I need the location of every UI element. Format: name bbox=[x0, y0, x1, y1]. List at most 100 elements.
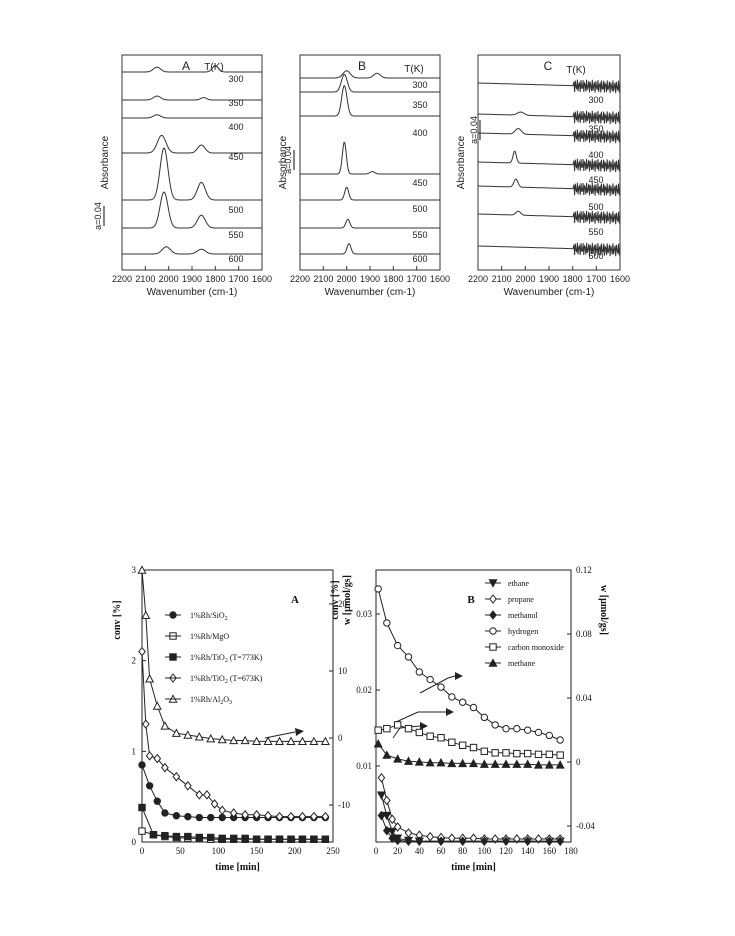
legend-label: ethane bbox=[508, 579, 529, 588]
data-point bbox=[404, 724, 413, 733]
axis-arrow-head bbox=[420, 722, 428, 730]
y-tick-label: 0.02 bbox=[356, 685, 372, 695]
data-point bbox=[501, 759, 511, 768]
data-point bbox=[393, 721, 402, 729]
data-point bbox=[195, 833, 204, 842]
data-point bbox=[298, 811, 307, 822]
panel-label: C bbox=[544, 59, 553, 73]
data-point bbox=[458, 698, 467, 706]
data-point bbox=[374, 726, 382, 734]
data-point bbox=[161, 762, 169, 773]
data-point bbox=[383, 724, 391, 733]
data-point bbox=[469, 833, 478, 844]
x-tick-label: 1900 bbox=[360, 274, 380, 284]
data-point bbox=[138, 646, 146, 657]
data-point bbox=[404, 653, 413, 661]
spectrum-line bbox=[122, 65, 262, 73]
legend-label: methane bbox=[508, 659, 536, 668]
data-point bbox=[491, 749, 499, 757]
x-tick-label: 2000 bbox=[337, 274, 357, 284]
data-point bbox=[545, 836, 554, 847]
x-tick-label: 2100 bbox=[492, 274, 512, 284]
data-point bbox=[383, 619, 391, 627]
data-point bbox=[415, 668, 424, 676]
data-point bbox=[195, 790, 204, 800]
data-point bbox=[229, 834, 238, 843]
y-tick-label: 0.01 bbox=[356, 761, 372, 771]
data-point bbox=[393, 835, 402, 846]
legend-label: 1%Rh/Al2O3 bbox=[190, 695, 232, 706]
x-tick-label: 20 bbox=[393, 846, 403, 856]
data-point bbox=[393, 641, 402, 650]
temperature-label: 450 bbox=[228, 152, 243, 162]
legend-label: carbon monoxide bbox=[508, 643, 564, 652]
data-point bbox=[287, 811, 295, 822]
x-tick-label: 2000 bbox=[515, 274, 535, 284]
legend-label: hydrogen bbox=[508, 627, 538, 636]
data-point bbox=[137, 565, 147, 574]
data-point bbox=[229, 735, 239, 745]
data-point bbox=[545, 731, 554, 740]
data-point bbox=[310, 835, 318, 843]
axis-arrow-head bbox=[455, 672, 463, 680]
data-point bbox=[141, 610, 151, 620]
y-axis-label: Absorbance bbox=[456, 135, 467, 189]
x-tick-label: 150 bbox=[250, 846, 264, 856]
data-point bbox=[512, 759, 522, 768]
data-point bbox=[195, 813, 204, 822]
temperature-label: 300 bbox=[412, 80, 427, 90]
data-point bbox=[160, 721, 170, 730]
data-point bbox=[171, 728, 181, 737]
spectrum-line bbox=[122, 134, 262, 154]
plot-frame bbox=[141, 569, 334, 843]
y-tick-label: 3 bbox=[132, 565, 137, 575]
panel-label: A bbox=[182, 59, 190, 73]
x-tick-label: 140 bbox=[521, 846, 535, 856]
y-tick-label: 1 bbox=[132, 746, 137, 756]
y2-tick-label: -10 bbox=[338, 800, 350, 810]
data-point bbox=[149, 831, 158, 839]
temperature-label: 450 bbox=[412, 178, 427, 188]
data-point bbox=[263, 736, 273, 746]
data-point bbox=[523, 726, 532, 734]
data-point bbox=[480, 747, 489, 756]
x-tick-label: 40 bbox=[415, 846, 425, 856]
legend-label: 1%Rh/TiO2 (T=773K) bbox=[190, 653, 263, 664]
data-point bbox=[310, 811, 318, 822]
data-point bbox=[490, 759, 500, 768]
x-axis-label: Wavenumber (cm-1) bbox=[325, 287, 416, 298]
data-point bbox=[556, 736, 564, 744]
data-point bbox=[436, 757, 446, 767]
data-point bbox=[469, 703, 478, 712]
data-point bbox=[382, 825, 391, 836]
data-point bbox=[489, 594, 497, 604]
scale-bar-label: a=0.04 bbox=[93, 202, 103, 230]
y-axis-label: conv [%] bbox=[330, 580, 341, 619]
x-tick-label: 60 bbox=[437, 846, 447, 856]
y2-tick-label: 10 bbox=[338, 666, 348, 676]
data-point bbox=[252, 736, 262, 746]
temperature-label: 400 bbox=[412, 128, 427, 138]
data-point bbox=[458, 741, 467, 749]
x-axis-label: Wavenumber (cm-1) bbox=[504, 287, 595, 298]
data-point bbox=[556, 836, 565, 847]
data-point bbox=[229, 808, 238, 818]
data-point bbox=[241, 834, 249, 843]
data-point bbox=[275, 811, 284, 822]
legend-label: 1%Rh/MgO bbox=[190, 632, 229, 641]
y-tick-label: 2 bbox=[132, 656, 137, 666]
data-point bbox=[218, 805, 227, 816]
data-point bbox=[502, 836, 510, 847]
data-point bbox=[203, 790, 211, 800]
spectrum-line bbox=[300, 70, 440, 79]
axis-arrow bbox=[419, 675, 456, 694]
x-tick-label: 2200 bbox=[290, 274, 310, 284]
data-point bbox=[194, 732, 204, 741]
data-point bbox=[264, 810, 272, 821]
x-tick-label: 100 bbox=[478, 846, 492, 856]
x-tick-label: 50 bbox=[176, 846, 186, 856]
x-axis-label: time [min] bbox=[215, 862, 260, 873]
x-tick-label: 250 bbox=[326, 846, 340, 856]
data-point bbox=[447, 758, 457, 768]
